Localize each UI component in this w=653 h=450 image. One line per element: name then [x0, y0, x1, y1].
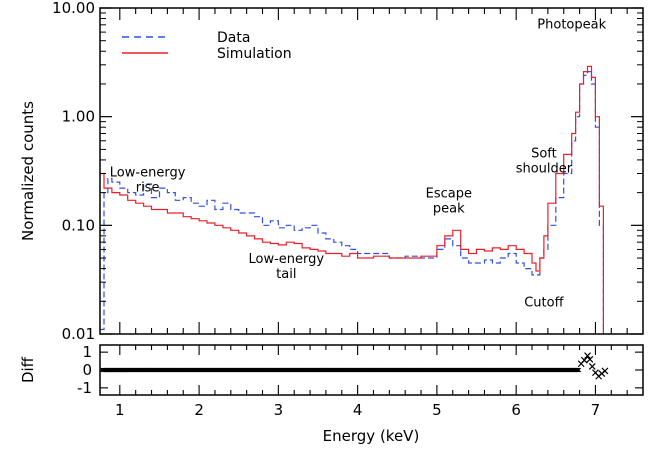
x-axis-title: Energy (keV) — [323, 427, 420, 445]
annotation-label: Low-energy rise — [110, 166, 186, 196]
x-tick-label: 4 — [353, 401, 363, 419]
x-tick-label: 1 — [115, 401, 125, 419]
series-line-simulation — [100, 65, 604, 334]
y-tick-label: 1.00 — [62, 108, 95, 126]
legend: Data Simulation — [122, 30, 292, 62]
legend-label-data: Data — [217, 30, 250, 46]
x-tick-label: 5 — [432, 401, 442, 419]
x-tick-label: 6 — [511, 401, 521, 419]
x-tick-label: 7 — [591, 401, 601, 419]
residual-outlier-point — [580, 356, 588, 364]
main-plot-panel: 0.01 0.10 1.00 10.00 Normalized counts Data… — [19, 0, 644, 343]
y-tick-label: 0.01 — [62, 325, 95, 343]
main-plot-frame — [99, 7, 644, 335]
x-tick-label: 2 — [194, 401, 204, 419]
annotation-label: Soft shoulder — [516, 147, 573, 177]
residual-outlier-point — [601, 367, 609, 375]
x-tick-label: 3 — [274, 401, 284, 419]
residual-y-tick-label: -1 — [77, 379, 92, 397]
residual-outlier-point — [588, 363, 596, 370]
y-tick-label: 10.00 — [52, 0, 95, 17]
annotation-label: Cutoff — [524, 295, 564, 310]
legend-label-simulation: Simulation — [217, 46, 292, 62]
residual-outlier-point — [584, 352, 591, 360]
residual-outlier-point — [586, 355, 594, 363]
annotation-label: Photopeak — [537, 17, 606, 32]
series-line-data — [100, 71, 604, 334]
y-tick-label: 0.10 — [62, 216, 95, 234]
annotation-label: Low-energy tail — [249, 252, 325, 282]
residual-y-tick-label: 1 — [82, 343, 92, 361]
annotation-label: Escape peak — [426, 187, 472, 217]
main-y-axis-title: Normalized counts — [19, 101, 37, 241]
residual-y-axis-title: Diff — [19, 356, 37, 383]
residual-y-tick-label: 0 — [82, 361, 92, 379]
